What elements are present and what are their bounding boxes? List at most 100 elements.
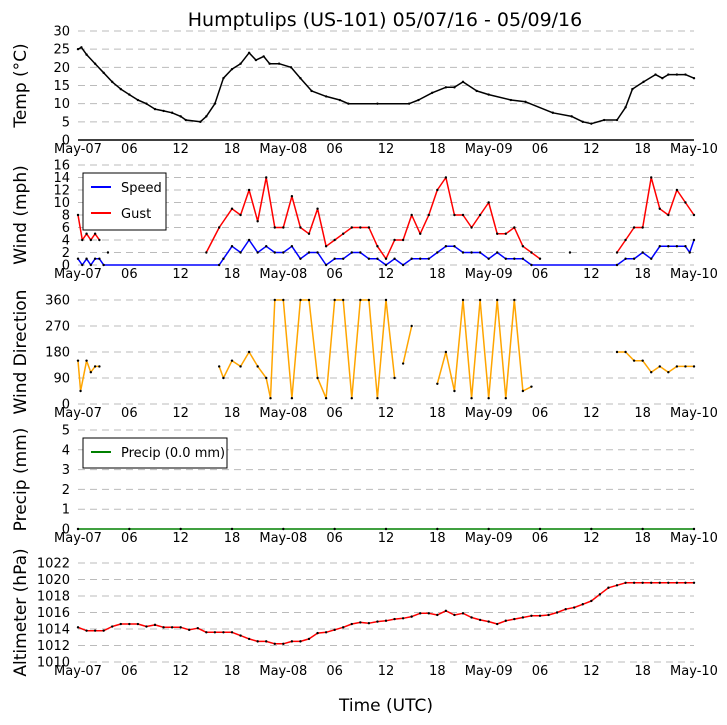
altimeter-ytick-label: 1012 (37, 639, 70, 654)
winddir-data-point (359, 298, 362, 302)
winddir-data-point (350, 397, 353, 400)
wind-xtick-label: 06 (532, 267, 549, 282)
winddir-data-point (384, 298, 388, 302)
temp-data-point (324, 95, 328, 98)
wind-data-point (93, 232, 97, 235)
precip-xtick-label: May-08 (259, 531, 307, 546)
winddir-xtick-label: 12 (172, 406, 189, 421)
wind-ytick-label: 8 (62, 209, 70, 224)
wind-data-point (359, 226, 362, 229)
wind-data-point (333, 257, 336, 260)
winddir-data-point (376, 397, 379, 400)
wind-data-point (102, 263, 105, 267)
altimeter-data-point (170, 626, 174, 629)
winddir-data-point (624, 350, 627, 354)
wind-ytick-label: 2 (62, 246, 70, 261)
winddir-data-point (93, 365, 97, 368)
wind-data-point (427, 257, 430, 260)
wind-data-point (521, 257, 525, 260)
temp-data-point (111, 80, 114, 84)
altimeter-series-altimeter (77, 582, 694, 645)
winddir-ytick-label: 90 (53, 372, 70, 387)
temp-data-point (128, 93, 131, 96)
temp-data-point (268, 62, 271, 65)
altimeter-data-point (153, 623, 157, 627)
wind-data-point (76, 213, 80, 217)
altimeter-data-point (367, 622, 371, 625)
precip-ytick-label: 1 (62, 503, 70, 518)
altimeter-ytick-label: 1022 (37, 557, 70, 572)
temp-data-point (581, 120, 584, 124)
wind-data-point (393, 238, 396, 242)
winddir-data-point (342, 298, 345, 302)
wind-data-point (76, 257, 80, 260)
wind-data-point (530, 263, 533, 267)
wind-data-point (453, 245, 456, 248)
wind-data-point (470, 251, 473, 254)
temp-data-point (453, 86, 456, 89)
wind-data-point (684, 201, 687, 204)
wind-data-point (658, 207, 661, 210)
temp-data-point (631, 87, 634, 91)
wind-data-point (85, 257, 88, 260)
altimeter-data-point (667, 581, 670, 584)
precip-ytick-label: 3 (62, 463, 70, 478)
winddir-xtick-label: May-08 (259, 406, 307, 421)
wind-data-point (393, 257, 396, 260)
altimeter-xtick-label: May-10 (670, 664, 718, 679)
temp-data-point (551, 111, 555, 114)
x-axis-label: Time (UTC) (338, 696, 433, 716)
precip-data-point (230, 527, 234, 531)
altimeter-data-point (136, 622, 140, 626)
precip-legend-label: Precip (0.0 mm) (121, 446, 225, 461)
temp-xtick-label: May-07 (54, 142, 102, 157)
altimeter-xtick-label: 06 (326, 664, 343, 679)
wind-data-point (487, 201, 490, 204)
altimeter-data-point (478, 618, 482, 622)
wind-data-point (688, 251, 691, 254)
precip-data-point (76, 527, 80, 531)
winddir-data-point (333, 298, 336, 302)
wind-data-point (239, 213, 242, 217)
temp-ytick-label: 30 (53, 25, 70, 40)
altimeter-data-point (513, 617, 516, 621)
wind-data-point (282, 226, 285, 229)
winddir-data-point (222, 376, 225, 380)
temp-data-point (199, 120, 202, 124)
wind-data-point (98, 257, 101, 260)
winddir-data-point (530, 385, 533, 388)
temp-xtick-label: 18 (634, 142, 651, 157)
altimeter-data-point (230, 631, 234, 634)
winddir-data-point (513, 298, 516, 302)
temp-xtick-label: 18 (429, 142, 446, 157)
wind-data-point (436, 251, 439, 254)
temp-data-point (247, 51, 251, 54)
wind-legend-label: Gust (121, 207, 151, 222)
altimeter-ytick-label: 1010 (37, 656, 70, 671)
precip-ytick-label: 4 (62, 443, 70, 458)
altimeter-data-point (376, 620, 379, 623)
wind-data-point (316, 207, 319, 210)
altimeter-xtick-label: 18 (634, 664, 651, 679)
wind-data-point (496, 232, 499, 235)
wind-data-point (444, 176, 448, 179)
precip-data-point (333, 527, 336, 531)
winddir-data-point (367, 298, 371, 302)
altimeter-ytick-label: 1020 (37, 573, 70, 588)
precip-data-point (538, 527, 542, 531)
wind-data-point (444, 245, 448, 248)
temp-xtick-label: 12 (172, 142, 189, 157)
precip-data-point (436, 527, 439, 531)
altimeter-data-point (427, 612, 430, 615)
altimeter-data-point (496, 622, 499, 626)
altimeter-y-axis-label: Altimeter (hPa) (11, 548, 31, 676)
winddir-data-point (393, 376, 396, 380)
winddir-ytick-label: 180 (45, 346, 70, 361)
altimeter-data-point (342, 626, 345, 629)
temp-data-point (93, 62, 97, 65)
wind-data-point (615, 263, 619, 267)
wind-data-point (89, 238, 93, 242)
wind-data-point (461, 213, 465, 217)
temp-data-point (162, 109, 165, 113)
temp-data-point (487, 93, 490, 96)
